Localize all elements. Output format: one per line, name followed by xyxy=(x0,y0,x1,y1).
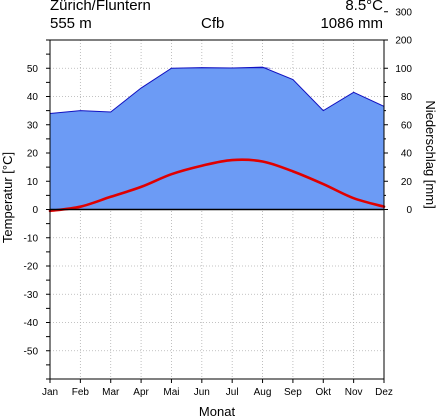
y-left-tick-label: -50 xyxy=(24,346,39,357)
station-name: Zürich/Fluntern xyxy=(50,0,151,14)
precipitation-line xyxy=(49,66,385,114)
x-tick-label: Dez xyxy=(375,387,393,398)
x-tick-label: Aug xyxy=(254,387,272,398)
y-right-tick-label: 200 xyxy=(395,36,412,47)
x-tick-label: Mai xyxy=(163,387,179,398)
x-tick-label: Nov xyxy=(345,387,363,398)
y-left-tick-label: 50 xyxy=(27,64,39,75)
y-right-tick-label: 40 xyxy=(401,149,413,160)
x-tick-label: Mar xyxy=(102,387,120,398)
y-right-tick-label: 100 xyxy=(395,64,412,75)
y-right-tick-label: 60 xyxy=(401,120,413,131)
x-axis-title: Monat xyxy=(199,404,236,418)
x-tick-label: Feb xyxy=(72,387,90,398)
y-right-tick-label: 80 xyxy=(401,92,413,103)
y-left-tick-label: 10 xyxy=(27,177,39,188)
x-tick-label: Apr xyxy=(133,387,149,398)
x-tick-label: Sep xyxy=(284,387,302,398)
x-tick-label: Jul xyxy=(226,387,239,398)
temperature-series xyxy=(48,158,386,213)
y-axis-left-title: Temperatur [°C] xyxy=(0,152,15,243)
y-right-tick-label: 300 xyxy=(395,7,412,18)
station-altitude: 555 m xyxy=(50,15,92,32)
y-right-tick-label: 0 xyxy=(406,205,412,216)
axes: -50 -40 -30 -20 -10 0 10 20 30 40 50 0 20 40 60 80 100 20… xyxy=(24,7,413,398)
y-left-tick-label: -40 xyxy=(24,318,39,329)
x-tick-label: Okt xyxy=(315,387,331,398)
y-left-tick-label: 20 xyxy=(27,149,39,160)
y-left-tick-label: 40 xyxy=(27,92,39,103)
x-tick-label: Jan xyxy=(42,387,58,398)
annual-precipitation: 1086 mm xyxy=(320,15,383,32)
y-left-tick-label: 0 xyxy=(32,205,38,216)
climate-class: Cfb xyxy=(201,15,225,32)
y-left-tick-label: -20 xyxy=(24,262,39,273)
temperature-line xyxy=(48,158,386,213)
y-left-tick-label: -10 xyxy=(24,233,39,244)
y-right-tick-label: 20 xyxy=(401,177,413,188)
y-axis-right-title: Niederschlag [mm] xyxy=(423,100,438,208)
x-tick-label: Jun xyxy=(194,387,210,398)
mean-temperature: 8.5°C xyxy=(345,0,383,14)
y-left-tick-label: -30 xyxy=(24,290,39,301)
y-left-tick-label: 30 xyxy=(27,120,39,131)
